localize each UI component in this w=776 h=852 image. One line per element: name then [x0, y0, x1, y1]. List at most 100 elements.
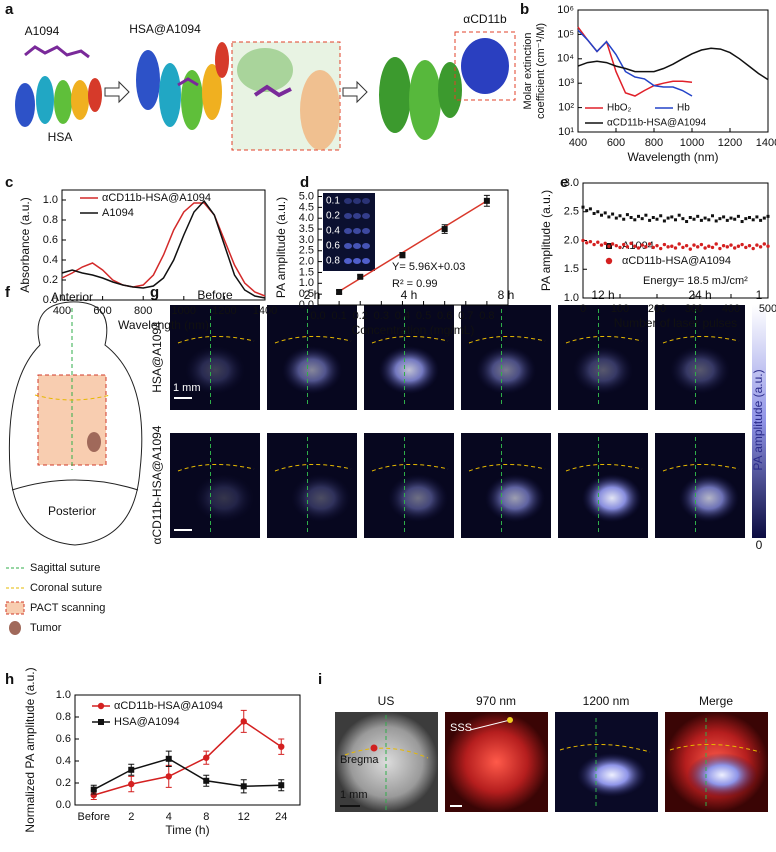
marker: [651, 216, 655, 219]
molecule: [253, 84, 292, 98]
label: A1094: [25, 24, 60, 38]
column-label: 24 h: [688, 288, 711, 302]
row-label: HSA@A1094: [150, 321, 164, 393]
helix: [181, 70, 203, 130]
colorbar: [752, 305, 766, 538]
y-tick-label: 0.4: [56, 755, 71, 767]
panel-label: c: [5, 174, 13, 191]
pa-signal: [476, 346, 536, 395]
legend-label: HSA@A1094: [114, 716, 180, 728]
marker: [336, 288, 343, 295]
marker: [670, 215, 674, 219]
inset-well: [362, 228, 370, 234]
x-tick-label: 4: [166, 811, 172, 823]
marker: [733, 246, 737, 250]
marker: [614, 216, 618, 220]
pa-signal: [582, 474, 642, 523]
y-tick-label: 10⁶: [557, 4, 574, 16]
marker: [599, 243, 604, 247]
marker: [688, 247, 692, 251]
marker: [718, 217, 722, 221]
marker: [755, 243, 759, 247]
y-tick-label: 5.0: [299, 190, 314, 202]
marker: [718, 246, 722, 251]
row-label: αCD11b-HSA@A1094: [150, 425, 164, 544]
y-tick-label: 0.2: [43, 274, 58, 286]
marker: [357, 273, 364, 280]
marker: [714, 219, 718, 223]
tumor: [87, 432, 101, 452]
marker: [703, 246, 707, 250]
marker: [581, 205, 585, 209]
marker: [751, 246, 755, 251]
marker: [203, 777, 210, 784]
x-tick-label: 24: [275, 811, 287, 823]
pa-signal: [185, 346, 245, 395]
marker: [736, 244, 741, 248]
y-axis-label: Absorbance (a.u.): [18, 197, 32, 292]
legend-swatch: [98, 719, 104, 725]
marker: [659, 214, 663, 218]
y-tick-label: 0.8: [56, 711, 71, 723]
marker: [677, 242, 681, 246]
x-tick-label: 400: [53, 305, 71, 317]
x-tick-label: 400: [722, 303, 740, 315]
marker: [670, 244, 674, 248]
marker: [744, 217, 748, 221]
marker: [677, 213, 681, 217]
inset-well: [353, 213, 361, 219]
label: Bregma: [340, 754, 379, 766]
series-line: [577, 29, 693, 97]
legend-label: Sagittal suture: [30, 562, 100, 574]
inset-well: [344, 198, 352, 204]
label: HSA: [48, 130, 73, 144]
y-tick-label: 1.0: [299, 277, 314, 289]
marker: [666, 245, 670, 249]
x-tick-label: 600: [93, 305, 111, 317]
x-axis-label: Time (h): [165, 823, 209, 837]
marker: [725, 245, 729, 249]
x-tick-label: 0.6: [437, 310, 452, 322]
panel-f: Anterior Posterior Sagittal suture Coron…: [5, 290, 143, 635]
x-tick-label: 600: [607, 137, 625, 149]
marker: [674, 218, 677, 222]
y-tick-label: 0.6: [43, 234, 58, 246]
arrow: [104, 80, 130, 104]
column-label: US: [378, 694, 395, 708]
x-tick-label: 8: [203, 811, 209, 823]
marker: [681, 217, 685, 221]
marker: [725, 218, 729, 222]
panel-label: h: [5, 671, 14, 688]
series-line: [93, 720, 282, 796]
y-tick-label: 0.0: [299, 299, 314, 311]
y-tick-label: 1.5: [299, 266, 314, 278]
series-line: [93, 757, 282, 791]
marker: [640, 243, 644, 247]
coronal-suture: [177, 463, 255, 472]
annotation: R² = 0.99: [392, 278, 438, 290]
marker: [710, 245, 715, 250]
x-tick-label: 800: [134, 305, 152, 317]
y-tick-label: 0.0: [43, 294, 58, 306]
marker: [622, 242, 626, 247]
outline: [11, 479, 139, 491]
marker: [637, 214, 640, 218]
marker: [736, 214, 740, 218]
series-line: [61, 202, 266, 297]
y-tick-label: 2.5: [299, 245, 314, 257]
label: Posterior: [48, 504, 96, 518]
bregma: [370, 744, 378, 752]
zoom-box: [454, 31, 516, 101]
marker: [399, 252, 406, 259]
legend-label: αCD11b-HSA@A1094: [114, 700, 223, 712]
marker: [648, 218, 652, 222]
pa-signal: [670, 346, 730, 395]
marker: [588, 207, 592, 211]
pa-signal: [291, 474, 351, 523]
marker: [673, 246, 678, 250]
marker: [625, 213, 629, 217]
marker: [647, 242, 652, 246]
marker: [592, 242, 596, 247]
marker: [762, 216, 766, 220]
legend-label: Hb: [677, 103, 690, 114]
